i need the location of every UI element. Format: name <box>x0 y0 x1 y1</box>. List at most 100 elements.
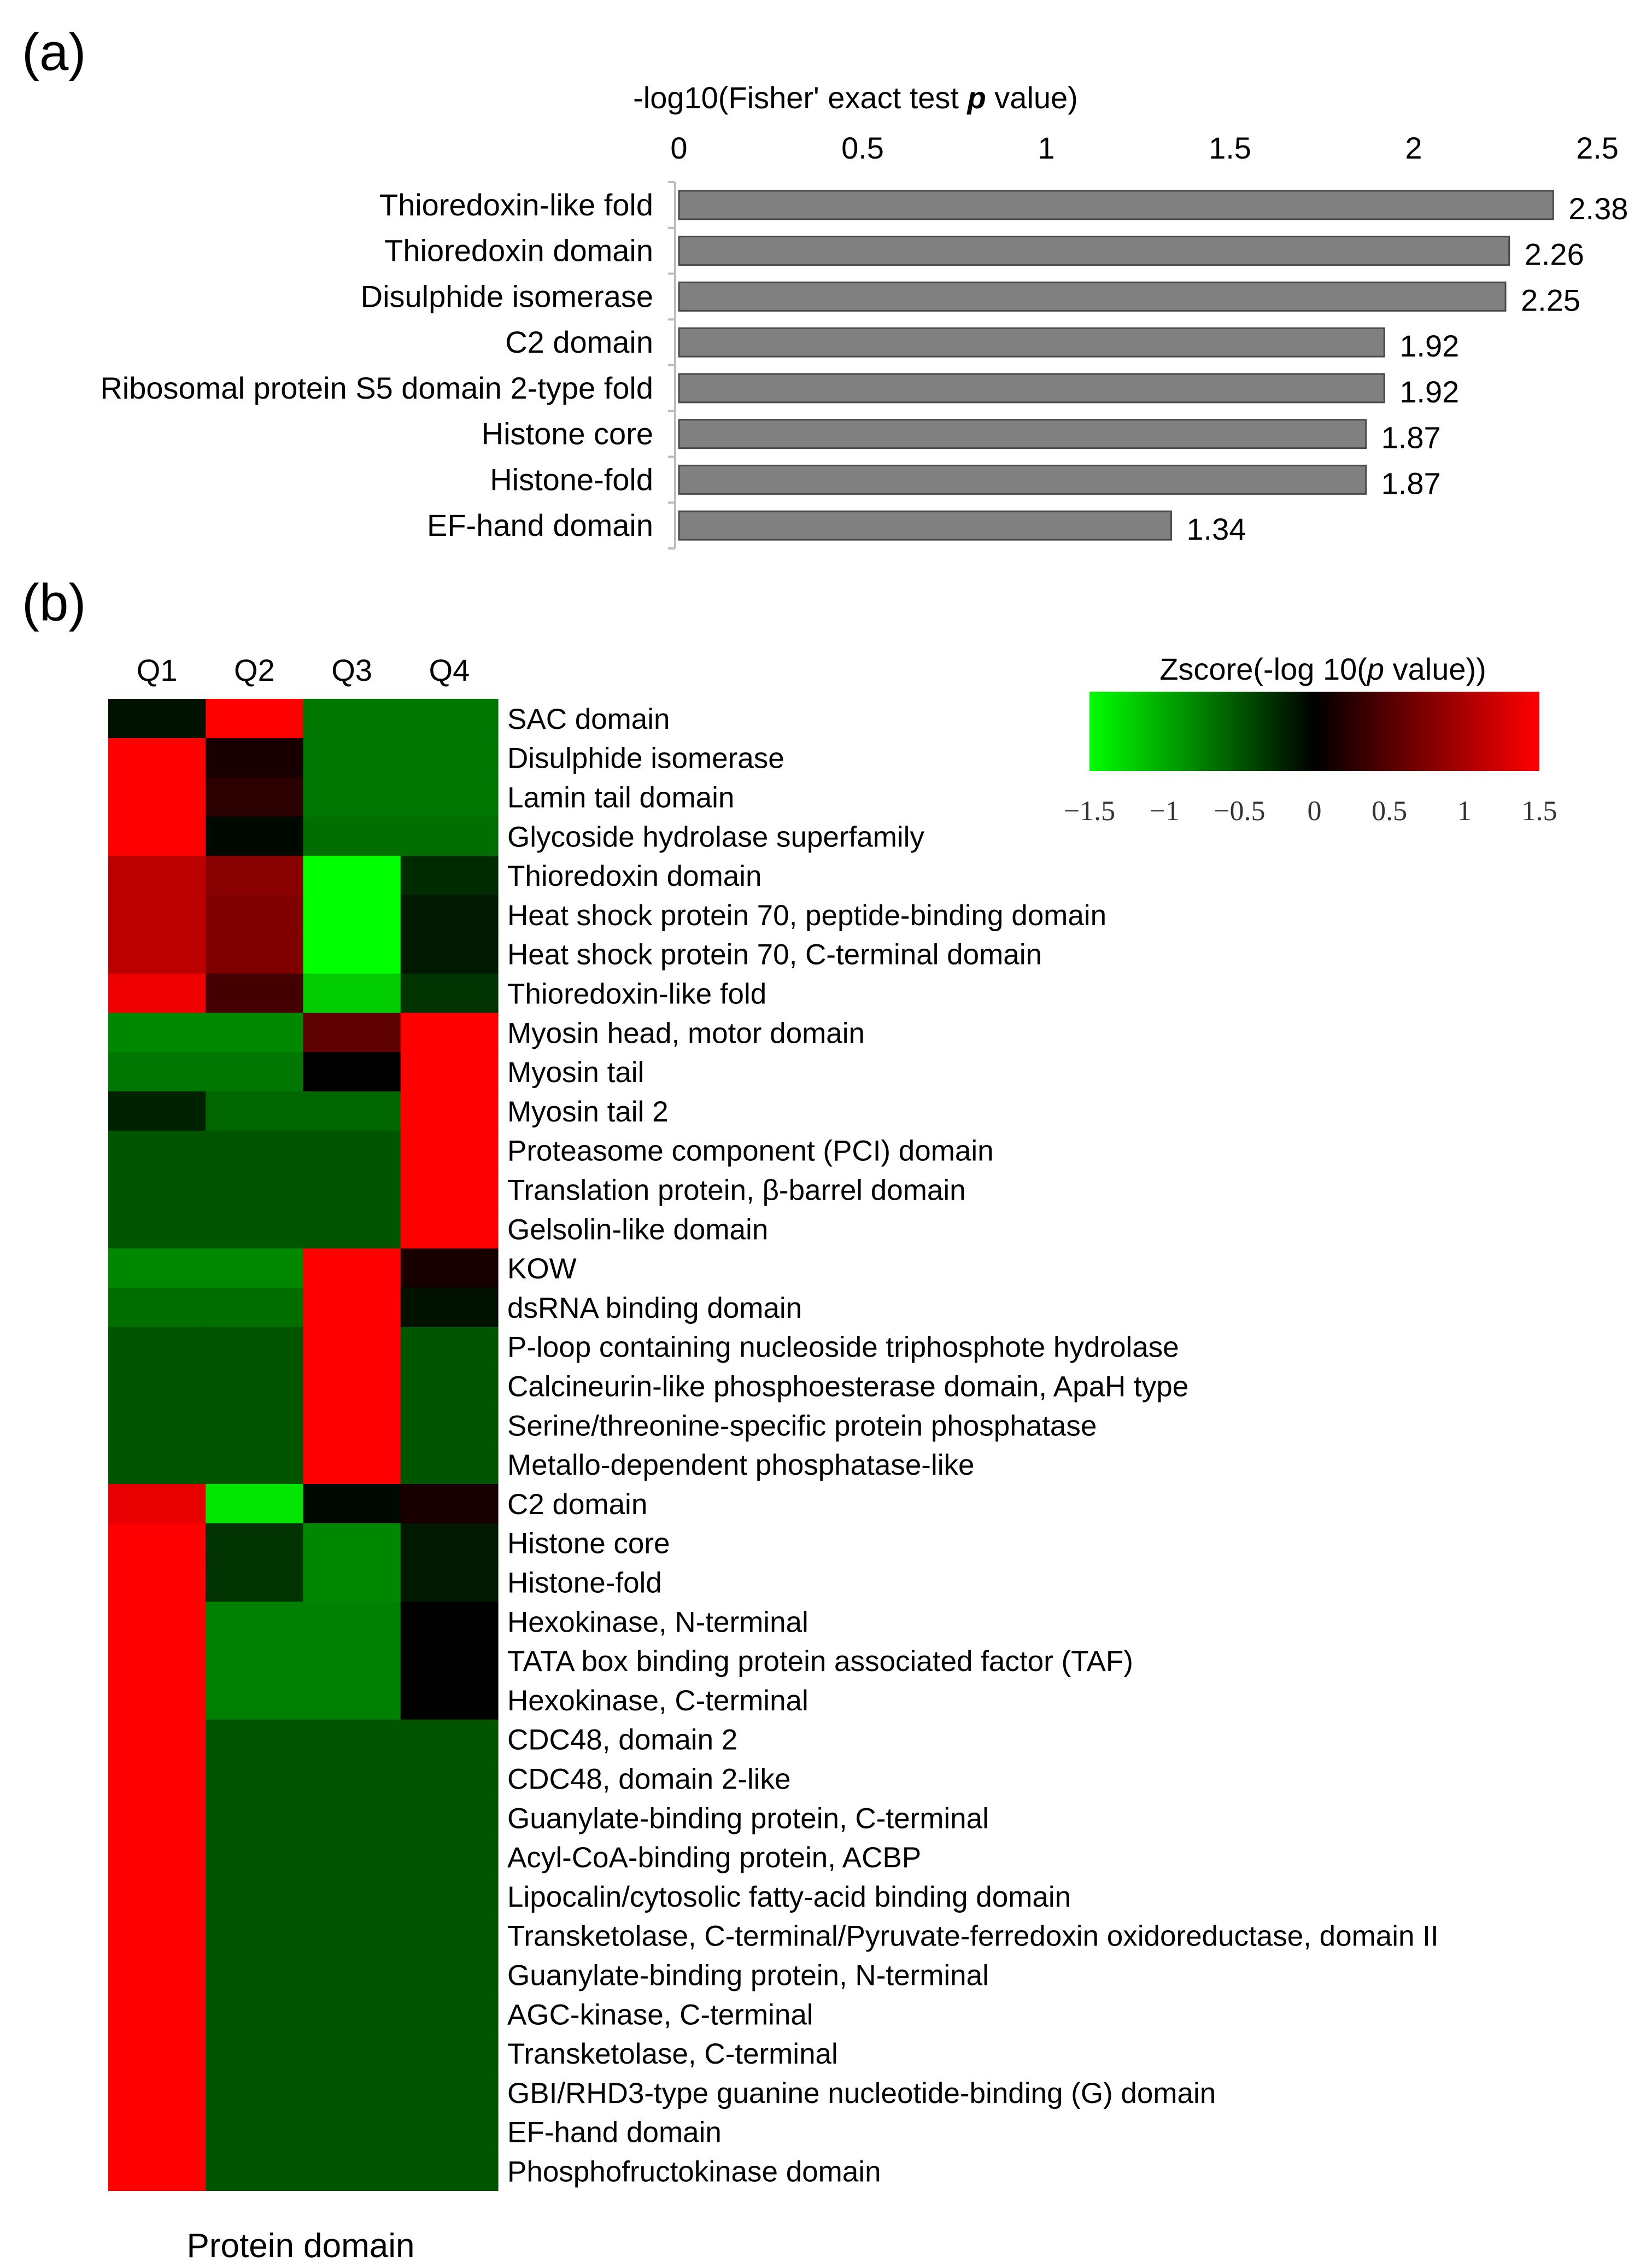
heatmap-row-label: Transketolase, C-terminal <box>507 2038 838 2070</box>
heatmap-cell <box>108 856 206 896</box>
bar <box>678 190 1554 220</box>
heatmap-cell <box>206 1130 304 1171</box>
bar-value-label: 1.87 <box>1381 420 1441 455</box>
heatmap-cell <box>400 1445 499 1485</box>
heatmap-cell <box>400 1091 499 1131</box>
bar <box>678 373 1385 404</box>
heatmap-cell <box>303 1052 401 1092</box>
heatmap-cell <box>400 973 499 1013</box>
heatmap-cell <box>206 738 304 778</box>
heatmap-cell <box>400 1837 499 1877</box>
heatmap-cell <box>206 1798 304 1838</box>
colorbar-ticks: −1.5 −1 −0.5 0 0.5 1 1.5 <box>1064 796 1557 827</box>
heatmap-cell <box>303 1719 401 1760</box>
heatmap-cells <box>108 699 499 2191</box>
heatmap-cell <box>303 1405 401 1445</box>
heatmap-cell <box>400 1013 499 1053</box>
bar-value-labels: 2.38 2.26 2.25 1.92 1.92 1.87 1.87 1.34 <box>1186 191 1628 546</box>
heatmap-cell <box>400 699 499 739</box>
bar-value-label: 1.92 <box>1399 329 1459 363</box>
heatmap-cell <box>108 1170 206 1210</box>
heatmap-row-label: Myosin tail <box>507 1056 644 1089</box>
heatmap-cell <box>400 1170 499 1210</box>
colorbar-tick-label: 1 <box>1457 796 1472 827</box>
colorbar-title-suffix: value)) <box>1384 652 1486 686</box>
heatmap-row-label: Metallo-dependent phosphatase-like <box>507 1449 974 1481</box>
heatmap-row-label: KOW <box>507 1253 577 1285</box>
heatmap-cell <box>206 1366 304 1406</box>
heatmap-cell <box>108 699 206 739</box>
heatmap-cell <box>303 2151 401 2191</box>
heatmap-cell <box>206 1052 304 1092</box>
bar-x-tick-label: 1 <box>1038 131 1055 165</box>
heatmap-cell <box>303 2034 401 2073</box>
bar-value-label: 2.38 <box>1568 191 1628 226</box>
heatmap-row-label: CDC48, domain 2-like <box>507 1763 790 1796</box>
colorbar-tick-label: 0 <box>1308 796 1322 827</box>
bar-title-italic: p <box>966 80 986 115</box>
bar <box>678 236 1510 266</box>
heatmap-row-label: Hexokinase, C-terminal <box>507 1685 809 1717</box>
heatmap-cell <box>108 895 206 935</box>
heatmap-cell <box>206 1562 304 1602</box>
bar-title-prefix: -log10(Fisher' exact test <box>633 80 967 115</box>
heatmap-cell <box>108 1641 206 1681</box>
bar-value-label: 2.26 <box>1525 237 1584 272</box>
heatmap-cell <box>206 1288 304 1328</box>
heatmap-cell <box>108 1719 206 1760</box>
heatmap-cell <box>206 1091 304 1131</box>
heatmap-cell <box>303 1641 401 1681</box>
heatmap-cell <box>108 816 206 856</box>
heatmap-cell <box>400 1209 499 1249</box>
heatmap-cell <box>108 973 206 1013</box>
heatmap-cell <box>303 2112 401 2152</box>
bar-category-label: C2 domain <box>505 325 653 359</box>
heatmap-cell <box>303 1955 401 1995</box>
heatmap-row-labels: SAC domain Disulphide isomerase Lamin tail… <box>507 703 1439 2188</box>
heatmap-row-label: Hexokinase, N-terminal <box>507 1606 809 1638</box>
heatmap-cell <box>108 1562 206 1602</box>
heatmap-cell <box>303 1877 401 1917</box>
heatmap-row-label: Guanylate-binding protein, C-terminal <box>507 1802 989 1834</box>
heatmap-cell <box>206 895 304 935</box>
heatmap-column-label: Q3 <box>331 653 372 687</box>
bar-chart-title: -log10(Fisher' exact test p value) <box>633 80 1078 115</box>
bar <box>678 327 1385 358</box>
heatmap-column-label: Q1 <box>137 653 178 687</box>
heatmap-cell <box>206 1013 304 1053</box>
heatmap-cell <box>303 895 401 935</box>
heatmap-cell <box>400 2151 499 2191</box>
heatmap-cell <box>108 2073 206 2113</box>
bar-category-label: Ribosomal protein S5 domain 2-type fold <box>100 371 653 405</box>
heatmap-row-label: Gelsolin-like domain <box>507 1213 768 1246</box>
heatmap-row-label: Proteasome component (PCI) domain <box>507 1135 994 1167</box>
bar-x-tick-label: 2.5 <box>1576 131 1619 165</box>
heatmap-row-label: Histone core <box>507 1528 670 1560</box>
heatmap-cell <box>108 1366 206 1406</box>
heatmap-cell <box>108 1798 206 1838</box>
heatmap-cell <box>303 1445 401 1485</box>
colorbar-title: Zscore(-log 10(p value)) <box>1159 652 1486 686</box>
heatmap-cell <box>303 816 401 856</box>
heatmap-row-label: TATA box binding protein associated fact… <box>507 1645 1133 1678</box>
heatmap-cell <box>206 1445 304 1485</box>
bar-y-axis-tickmarks <box>668 181 675 550</box>
colorbar-tick-label: −1 <box>1150 796 1180 827</box>
heatmap-cell <box>400 1405 499 1445</box>
bar-x-tick-label: 0 <box>670 131 687 165</box>
heatmap-cell <box>303 2073 401 2113</box>
heatmap-cell <box>303 738 401 778</box>
heatmap-cell <box>400 2073 499 2113</box>
bar-category-label: Thioredoxin domain <box>384 233 653 268</box>
heatmap-cell <box>108 1052 206 1092</box>
heatmap-row-label: Acyl-CoA-binding protein, ACBP <box>507 1842 921 1874</box>
heatmap-cell <box>108 934 206 974</box>
heatmap-row-label: Transketolase, C-terminal/Pyruvate-ferre… <box>507 1920 1439 1953</box>
bar <box>678 510 1172 541</box>
heatmap-column-label: Q4 <box>429 653 470 687</box>
heatmap-cell <box>206 856 304 896</box>
heatmap-cell <box>206 699 304 739</box>
heatmap-xlabel: Protein domain <box>186 2227 414 2265</box>
heatmap-cell <box>108 1484 206 1524</box>
